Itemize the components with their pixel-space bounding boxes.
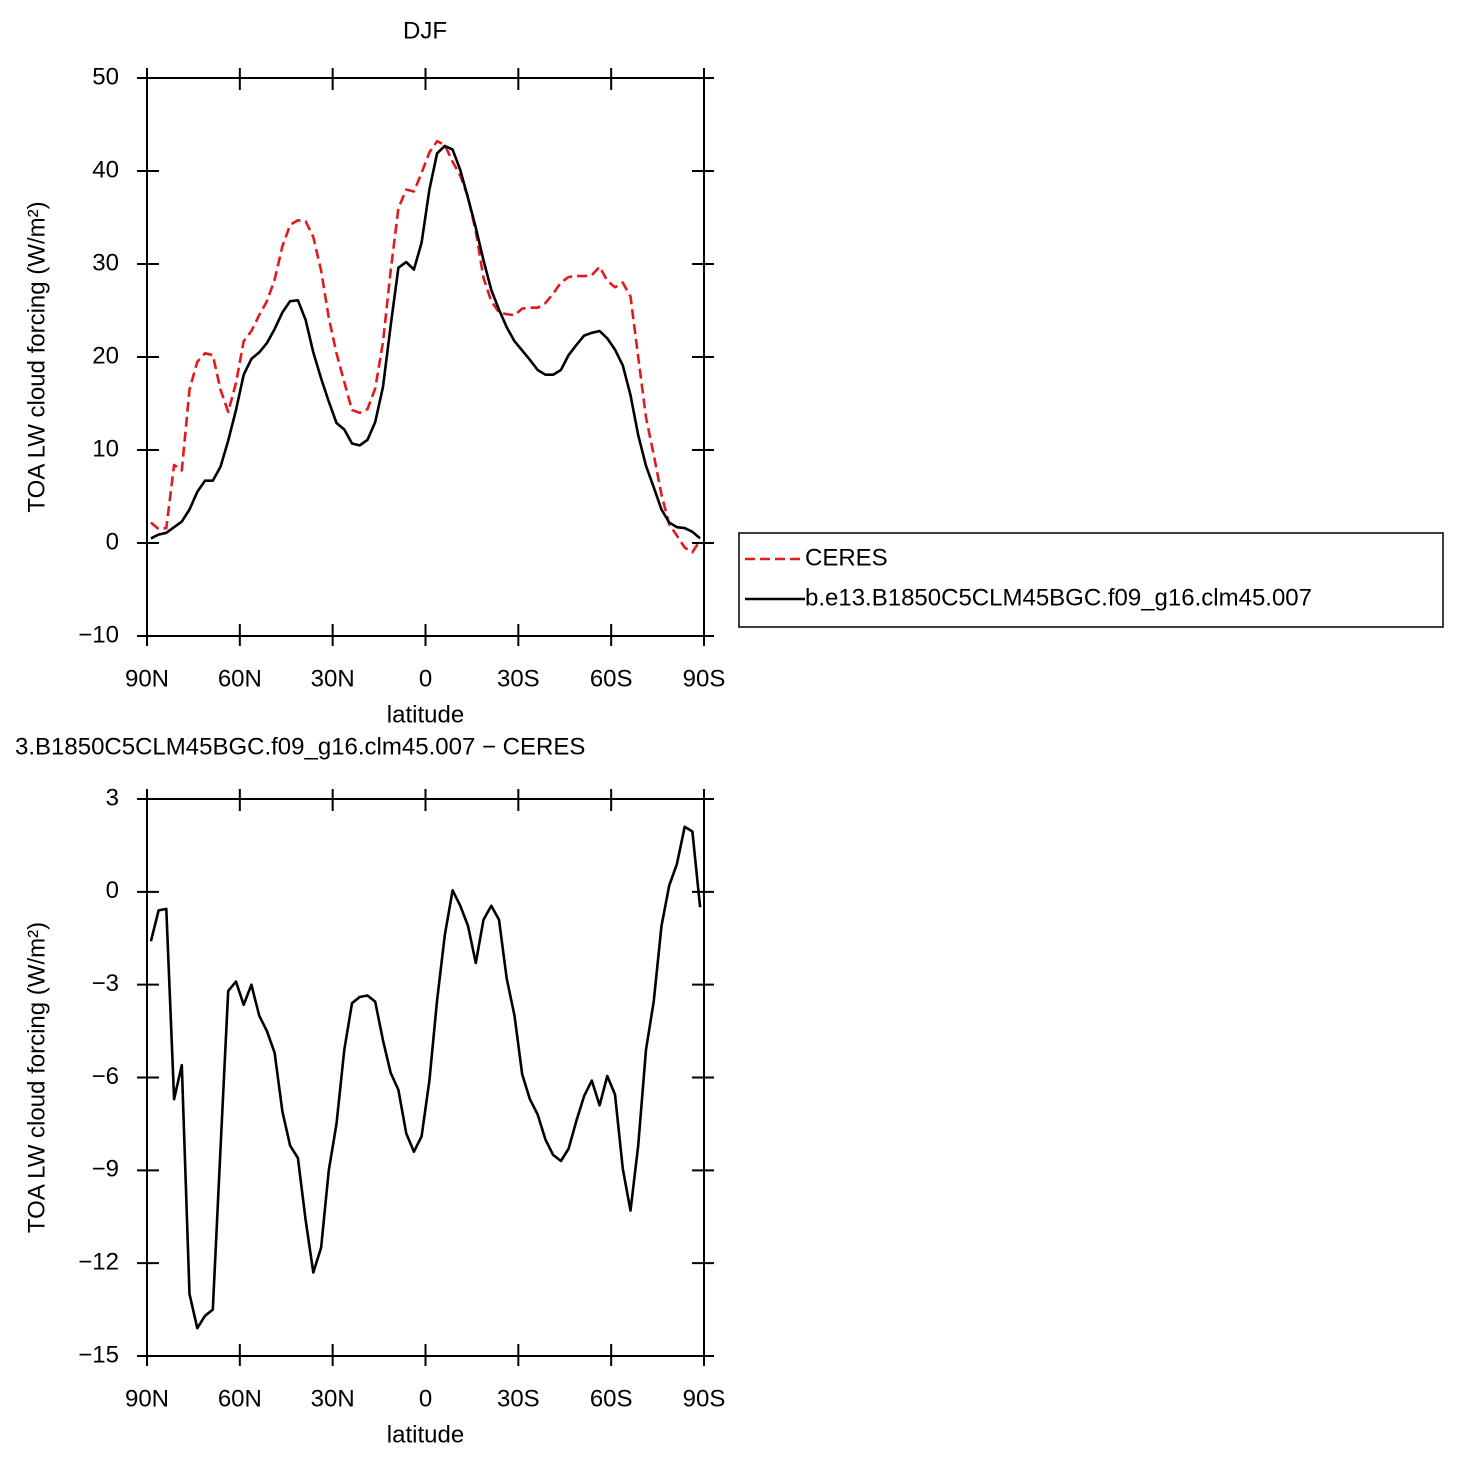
chart-title: DJF bbox=[403, 17, 447, 44]
y-tick-label: 50 bbox=[92, 63, 119, 90]
y-tick-label: 20 bbox=[92, 342, 119, 369]
x-tick-label: 90N bbox=[125, 1385, 169, 1412]
x-tick-label: 30N bbox=[311, 1385, 355, 1412]
x-tick-label: 90S bbox=[683, 1385, 726, 1412]
y-tick-label: 30 bbox=[92, 249, 119, 276]
chart-title: 3.B1850C5CLM45BGC.f09_g16.clm45.007 − CE… bbox=[15, 733, 585, 760]
x-tick-label: 0 bbox=[419, 1385, 432, 1412]
legend-box bbox=[738, 532, 1444, 628]
x-axis-label: latitude bbox=[387, 1421, 464, 1448]
y-tick-label: −15 bbox=[78, 1341, 119, 1368]
x-tick-label: 60S bbox=[590, 665, 633, 692]
data-line bbox=[150, 139, 702, 554]
y-tick-label: 10 bbox=[92, 435, 119, 462]
x-tick-label: 60N bbox=[218, 665, 262, 692]
data-line bbox=[149, 825, 702, 1330]
plot-frame bbox=[146, 798, 705, 1357]
data-line bbox=[150, 144, 701, 540]
x-axis-label: latitude bbox=[387, 701, 464, 728]
x-tick-label: 30S bbox=[497, 1385, 540, 1412]
x-tick-label: 60S bbox=[590, 1385, 633, 1412]
y-tick-label: 0 bbox=[106, 877, 119, 904]
x-tick-label: 60N bbox=[218, 1385, 262, 1412]
y-tick-label: 0 bbox=[106, 528, 119, 555]
y-tick-label: −3 bbox=[92, 970, 119, 997]
y-tick-label: −10 bbox=[78, 621, 119, 648]
y-tick-label: 40 bbox=[92, 156, 119, 183]
x-tick-label: 30S bbox=[497, 665, 540, 692]
y-axis-label: TOA LW cloud forcing (W/m²) bbox=[23, 922, 50, 1233]
y-tick-label: −6 bbox=[92, 1063, 119, 1090]
y-axis-label: TOA LW cloud forcing (W/m²) bbox=[23, 201, 50, 512]
x-tick-label: 90N bbox=[125, 665, 169, 692]
plot-frame bbox=[146, 77, 705, 637]
x-tick-label: 90S bbox=[683, 665, 726, 692]
legend-label: CERES bbox=[805, 544, 888, 571]
x-tick-label: 30N bbox=[311, 665, 355, 692]
legend-label: b.e13.B1850C5CLM45BGC.f09_g16.clm45.007 bbox=[805, 584, 1312, 611]
x-tick-label: 0 bbox=[419, 665, 432, 692]
y-tick-label: −12 bbox=[78, 1249, 119, 1276]
y-tick-label: −9 bbox=[92, 1156, 119, 1183]
y-tick-label: 3 bbox=[106, 784, 119, 811]
